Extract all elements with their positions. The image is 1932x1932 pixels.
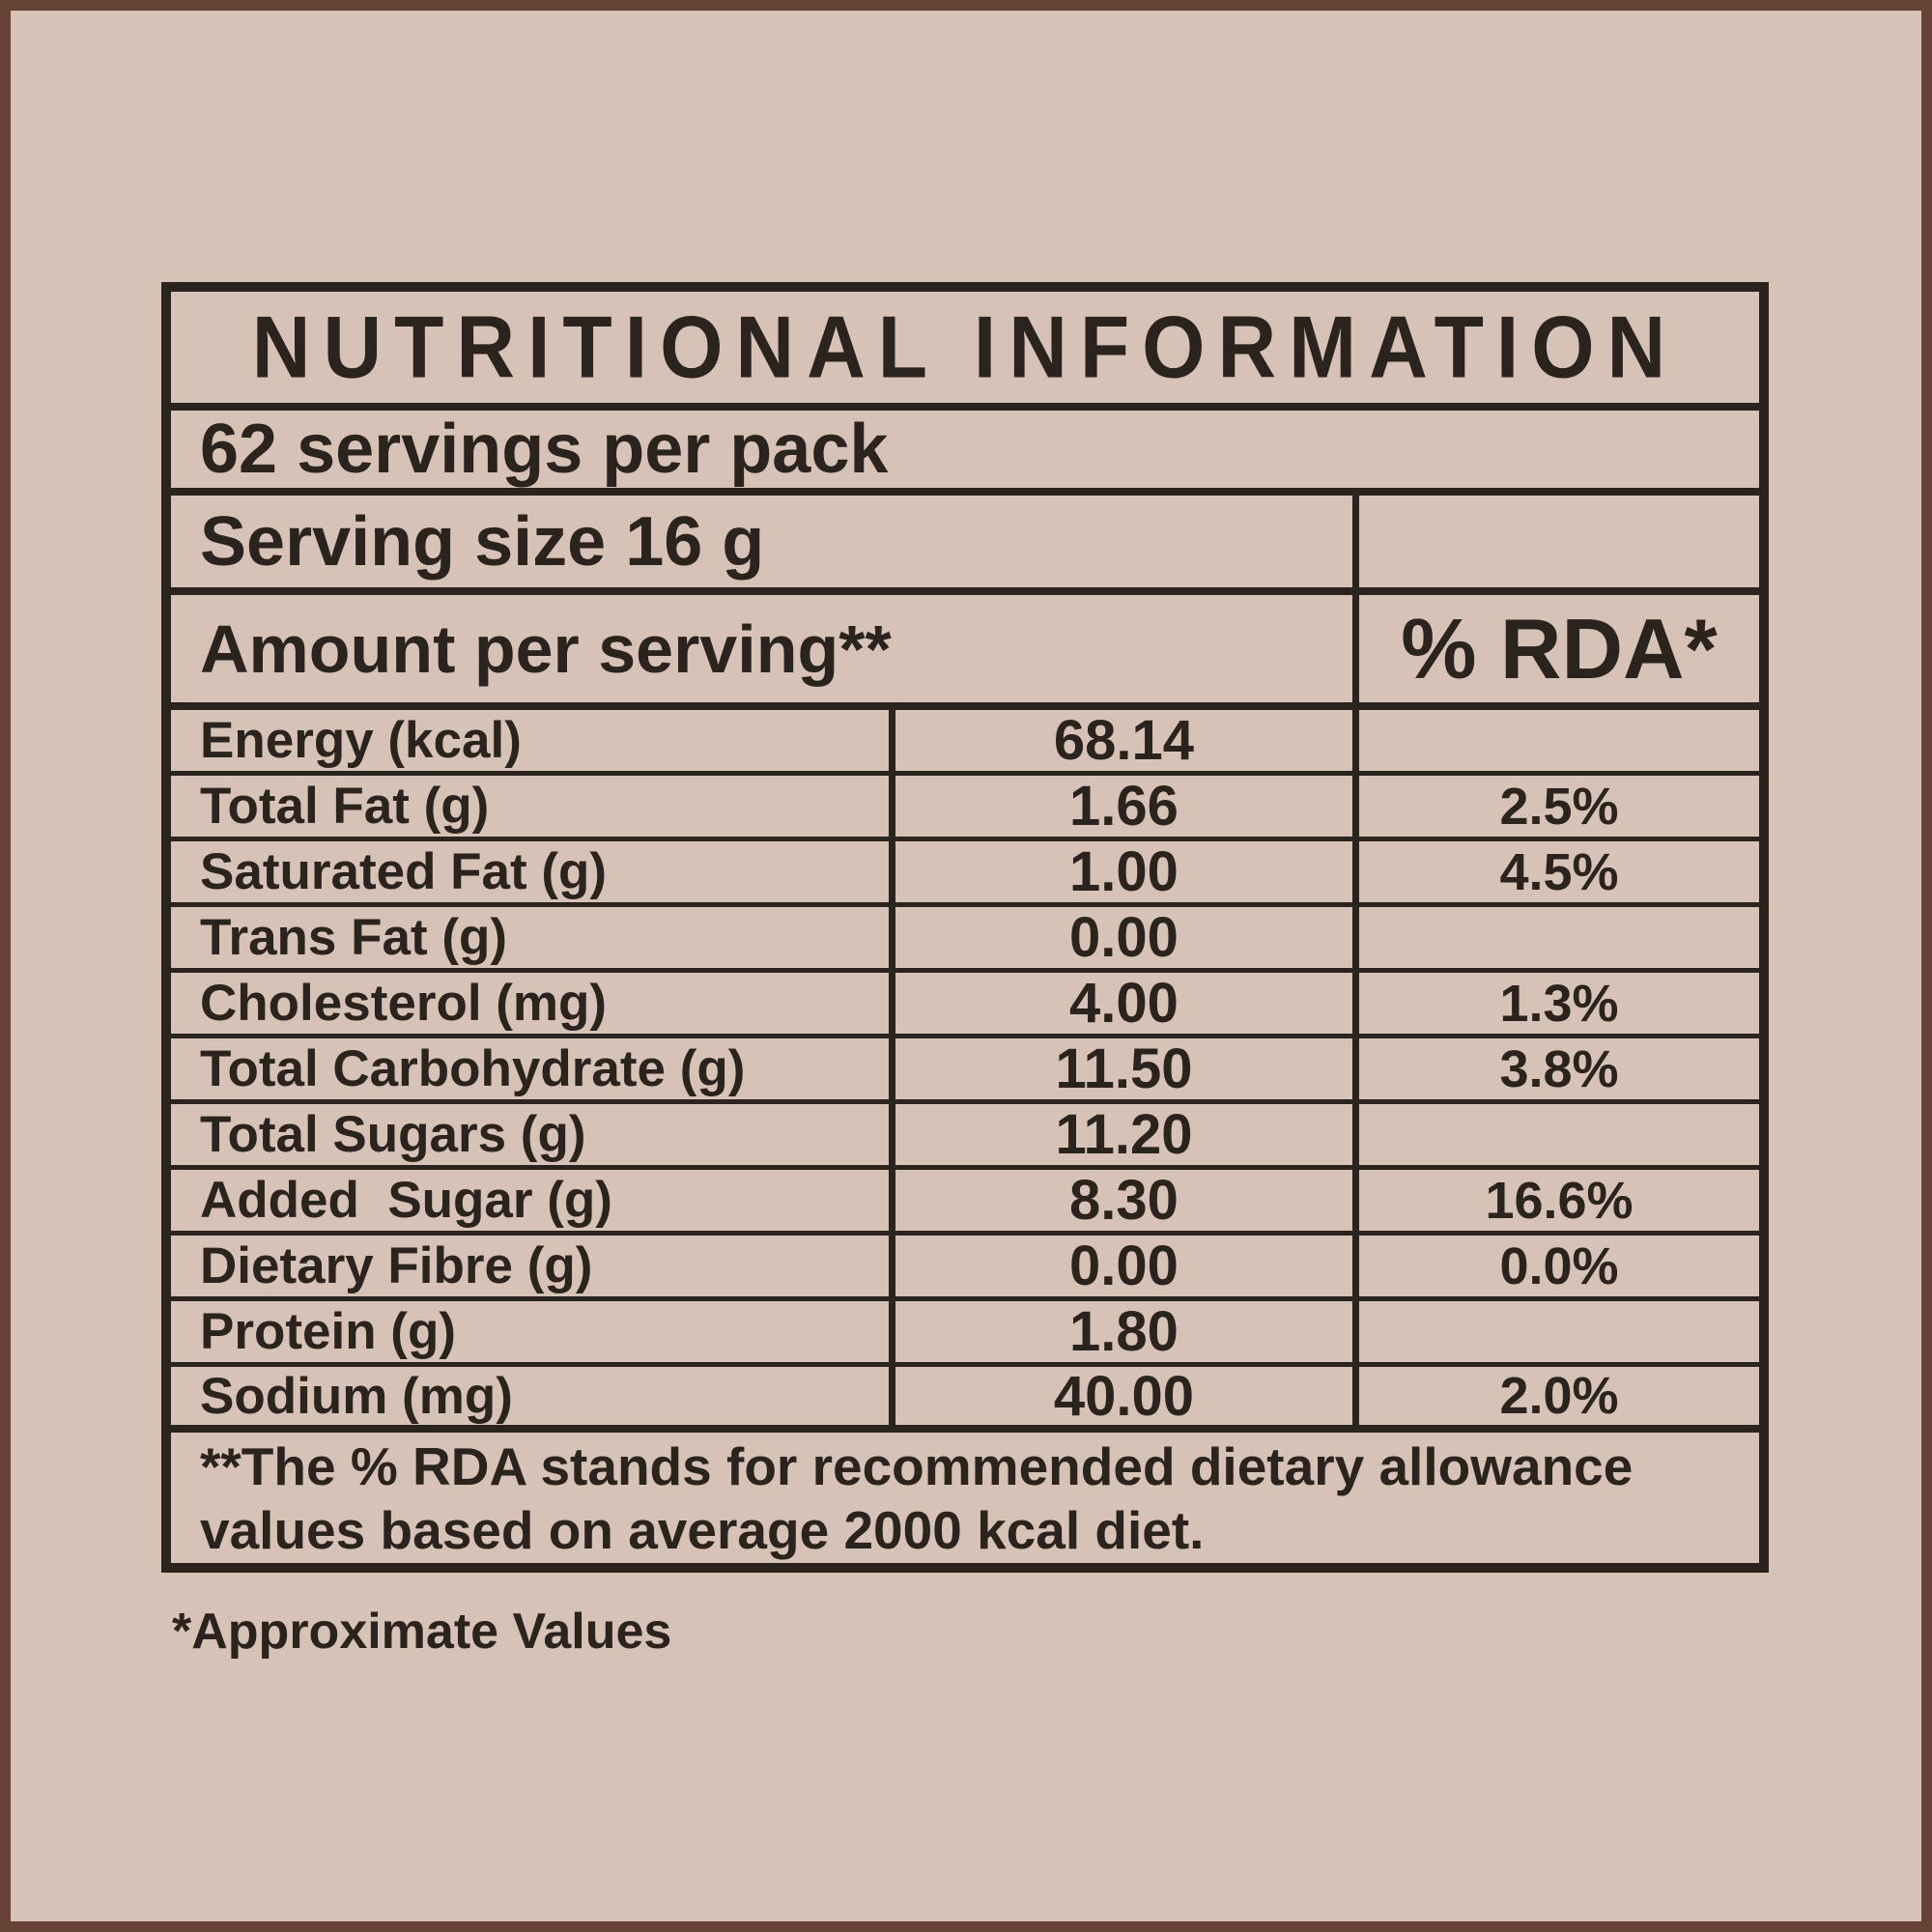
approximate-values-note: *Approximate Values (172, 1604, 672, 1660)
nutrient-amount: 68.14 (889, 709, 1352, 772)
nutrient-amount: 11.50 (889, 1037, 1352, 1100)
nutrient-name: Trans Fat (g) (200, 909, 508, 966)
nutrient-amount: 4.00 (889, 972, 1352, 1035)
rda-footnote-line-1: **The % RDA stands for recommended dieta… (200, 1435, 1634, 1496)
nutrient-amount: 8.30 (889, 1169, 1352, 1232)
nutrient-rda: 3.8% (1352, 1038, 1759, 1099)
servings-per-pack-text: 62 servings per pack (200, 411, 889, 488)
nutrient-rda: 16.6% (1352, 1170, 1759, 1231)
nutrient-rda (1352, 710, 1759, 771)
nutrient-rda (1352, 1301, 1759, 1362)
rda-footnote-line-2: values based on average 2000 kcal diet. (200, 1499, 1205, 1560)
table-row-added-sugar: Added Sugar (g) 8.30 16.6% (171, 1169, 1759, 1236)
servings-per-pack-row: 62 servings per pack (171, 411, 1759, 496)
table-row-total-carbohydrate: Total Carbohydrate (g) 11.50 3.8% (171, 1037, 1759, 1104)
nutrient-amount: 40.00 (889, 1365, 1352, 1428)
table-row-sodium: Sodium (mg) 40.00 2.0% (171, 1365, 1759, 1433)
table-row-trans-fat: Trans Fat (g) 0.00 (171, 906, 1759, 973)
column-header-row: Amount per serving** % RDA* (171, 595, 1759, 710)
nutrient-name: Sodium (mg) (200, 1367, 513, 1425)
serving-size-rda-empty-cell (1352, 496, 1759, 587)
rda-header: % RDA* (1352, 595, 1759, 702)
nutrient-name: Total Sugars (g) (200, 1106, 586, 1163)
table-row-saturated-fat: Saturated Fat (g) 1.00 4.5% (171, 840, 1759, 907)
table-title-row: NUTRITIONAL INFORMATION (171, 292, 1759, 411)
nutrient-name: Dietary Fibre (g) (200, 1237, 593, 1294)
nutrient-rda: 2.5% (1352, 776, 1759, 837)
nutrient-rda (1352, 907, 1759, 968)
nutrient-name: Added Sugar (g) (200, 1172, 612, 1229)
nutrient-rda: 1.3% (1352, 973, 1759, 1034)
table-row-protein: Protein (g) 1.80 (171, 1300, 1759, 1367)
nutrient-rda: 4.5% (1352, 841, 1759, 902)
nutrient-amount: 1.66 (889, 775, 1352, 838)
nutrient-name: Cholesterol (mg) (200, 975, 608, 1032)
nutrient-amount: 0.00 (889, 1235, 1352, 1297)
nutrient-amount: 1.00 (889, 840, 1352, 903)
table-row-cholesterol: Cholesterol (mg) 4.00 1.3% (171, 972, 1759, 1038)
nutrient-name: Energy (kcal) (200, 712, 522, 769)
nutrition-table: NUTRITIONAL INFORMATION 62 servings per … (161, 282, 1769, 1573)
nutrient-amount: 11.20 (889, 1103, 1352, 1166)
nutrient-name: Saturated Fat (g) (200, 843, 608, 900)
nutrient-amount: 0.00 (889, 906, 1352, 969)
rda-footnote: **The % RDA stands for recommended dieta… (171, 1433, 1759, 1563)
table-row-total-fat: Total Fat (g) 1.66 2.5% (171, 775, 1759, 841)
amount-per-serving-header: Amount per serving** (200, 611, 892, 687)
nutrient-name: Protein (g) (200, 1303, 456, 1360)
nutrient-rda (1352, 1104, 1759, 1165)
table-row-energy: Energy (kcal) 68.14 (171, 709, 1759, 776)
table-row-dietary-fibre: Dietary Fibre (g) 0.00 0.0% (171, 1235, 1759, 1301)
nutrient-name: Total Carbohydrate (g) (200, 1040, 746, 1097)
nutrient-rda: 0.0% (1352, 1236, 1759, 1296)
nutrient-rda: 2.0% (1352, 1367, 1759, 1425)
table-title: NUTRITIONAL INFORMATION (251, 298, 1679, 396)
table-row-total-sugars: Total Sugars (g) 11.20 (171, 1103, 1759, 1170)
nutrient-name: Total Fat (g) (200, 778, 490, 835)
serving-size-text: Serving size 16 g (200, 502, 765, 581)
serving-size-row: Serving size 16 g (171, 496, 1759, 595)
nutrient-amount: 1.80 (889, 1300, 1352, 1363)
